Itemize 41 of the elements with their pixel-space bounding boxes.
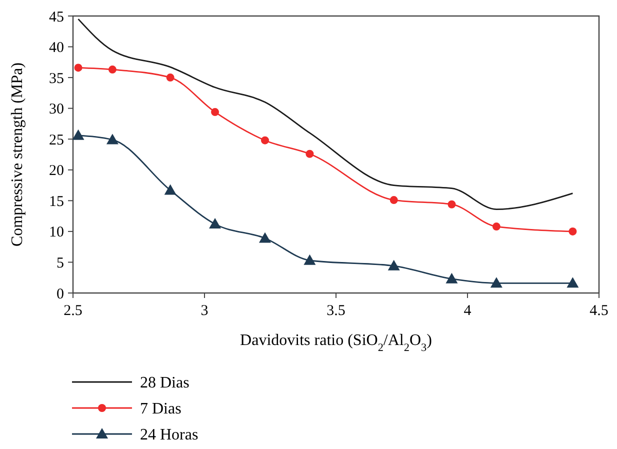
y-tick-label: 20	[49, 163, 64, 180]
point	[490, 277, 502, 288]
point	[390, 196, 398, 204]
y-tick-label: 30	[49, 102, 64, 118]
x-tick-label: 2.5	[64, 303, 82, 319]
point	[448, 200, 456, 208]
y-axis-title: Compressive strength (MPa)	[9, 62, 26, 246]
legend-label: 7 Dias	[140, 400, 182, 418]
x-tick-label: 3.5	[326, 303, 346, 319]
point	[166, 74, 174, 82]
y-tick-label: 15	[49, 194, 64, 210]
point	[72, 129, 84, 140]
x-tick-label: 4	[464, 303, 472, 319]
line-series	[78, 18, 574, 210]
y-tick-label: 40	[49, 40, 64, 56]
point	[568, 227, 577, 236]
point	[164, 184, 176, 195]
y-tick-label: 35	[49, 70, 64, 87]
point	[388, 260, 400, 270]
y-tick-label: 10	[49, 224, 64, 241]
point	[492, 222, 500, 231]
point	[108, 66, 116, 74]
point	[260, 136, 269, 144]
point	[106, 134, 118, 144]
y-tick-label: 0	[56, 286, 64, 302]
legend-label: 24 Horas	[140, 426, 198, 444]
y-tick-label: 5	[56, 255, 64, 272]
x-tick-label: 4.5	[590, 303, 608, 319]
point	[446, 272, 458, 284]
point	[258, 232, 271, 243]
y-tick-label: 45	[49, 9, 64, 26]
y-tick-label: 25	[49, 132, 64, 148]
x-tick-label: 3	[200, 303, 208, 319]
point	[306, 150, 314, 158]
point	[74, 64, 82, 72]
point	[211, 108, 220, 116]
legend-label: 28 Dias	[140, 374, 190, 392]
point	[209, 218, 222, 229]
point	[304, 254, 316, 265]
point	[566, 277, 579, 288]
x-axis-title: Davidovits ratio (SiO$_{2}$/Al$_{2}$O$_{3}$)	[240, 332, 432, 354]
